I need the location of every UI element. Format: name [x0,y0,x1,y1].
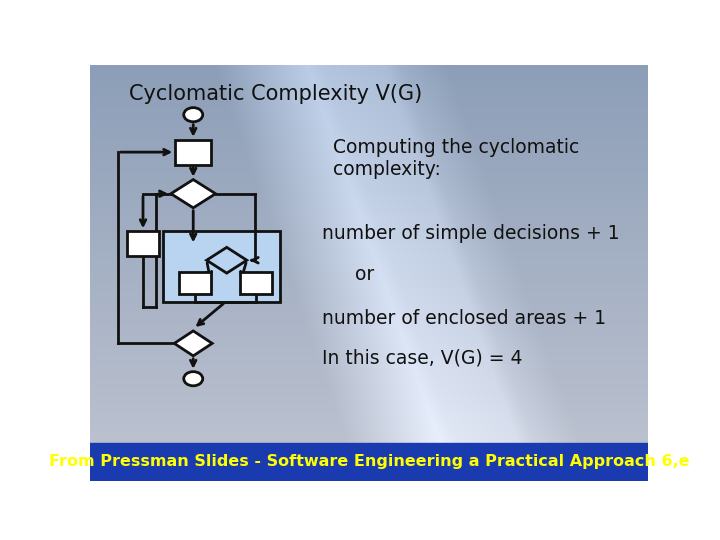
Bar [90,443,648,481]
Polygon shape [174,331,212,356]
Circle shape [184,107,203,122]
Polygon shape [207,247,247,273]
Polygon shape [171,180,215,208]
Text: number of simple decisions + 1: number of simple decisions + 1 [322,224,619,242]
Text: Computing the cyclomatic
complexity:: Computing the cyclomatic complexity: [333,138,579,179]
Text: number of enclosed areas + 1: number of enclosed areas + 1 [322,309,606,328]
Text: From Pressman Slides - Software Engineering a Practical Approach 6,e: From Pressman Slides - Software Engineer… [49,454,689,469]
Bar [240,272,272,294]
Circle shape [184,372,203,386]
Text: Cyclomatic Complexity V(G): Cyclomatic Complexity V(G) [129,84,423,104]
Bar [175,140,212,165]
Bar [163,231,280,302]
Text: In this case, V(G) = 4: In this case, V(G) = 4 [322,348,522,367]
Bar [127,231,159,256]
Text: or: or [355,265,374,284]
Bar [179,272,211,294]
